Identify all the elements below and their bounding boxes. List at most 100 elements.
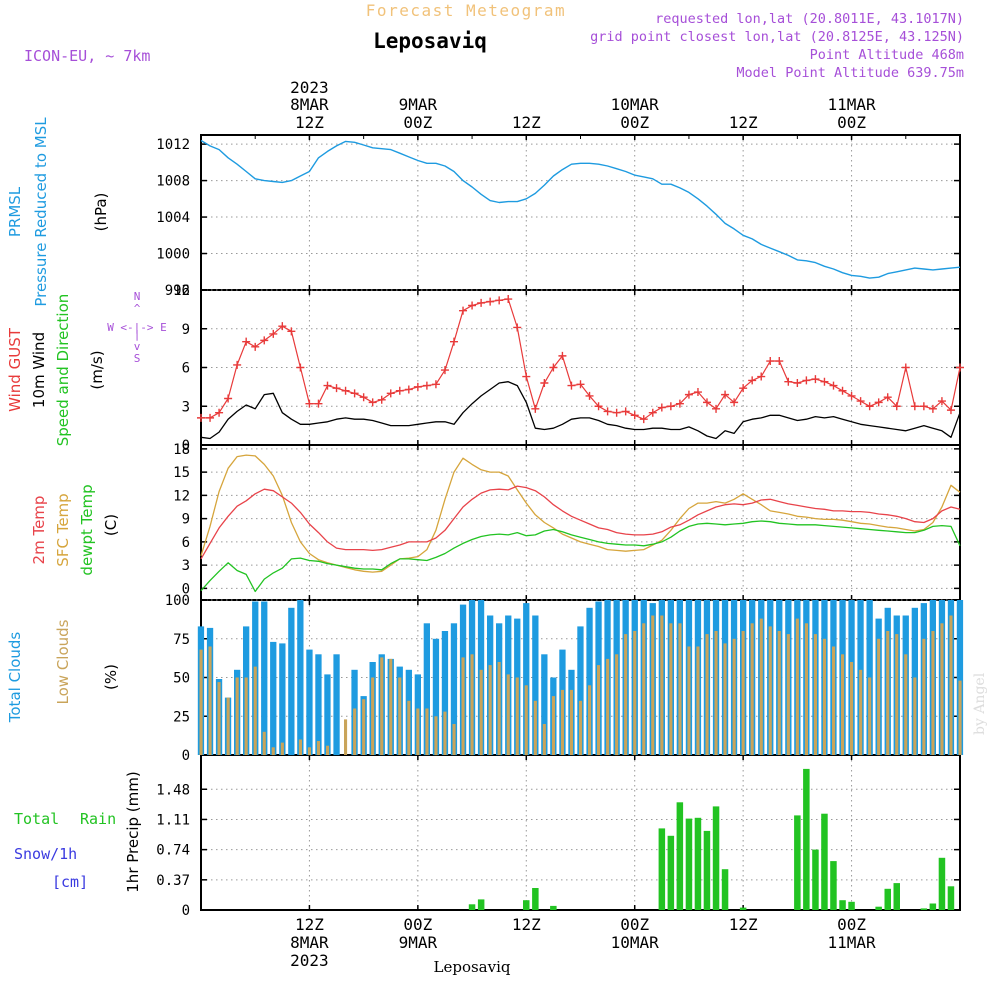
low-cloud-bar — [362, 699, 366, 755]
rain-bar — [830, 861, 837, 910]
y-tick-label: 6 — [182, 535, 190, 551]
y-tick-label: 1.11 — [156, 812, 190, 828]
low-cloud-bar — [651, 615, 655, 755]
low-cloud-bar — [958, 680, 962, 755]
bottom-axis-label: 00Z — [620, 915, 649, 934]
y-tick-label: 6 — [182, 361, 190, 377]
y-tick-label: 18 — [173, 442, 190, 458]
gust-marker — [404, 385, 413, 394]
dewpt-label: dewpt Temp — [78, 484, 96, 575]
top-axis-label: 10MAR — [611, 95, 660, 114]
gust-marker — [820, 377, 829, 386]
gust-marker — [350, 389, 359, 398]
rain-bar — [848, 901, 855, 910]
panel-frame-temperature — [200, 444, 961, 601]
bottom-axis-label: 11MAR — [827, 933, 876, 952]
low-cloud-bar — [461, 657, 465, 755]
rain-bar — [658, 828, 666, 910]
gust-marker — [431, 380, 440, 389]
gust-marker — [621, 407, 630, 416]
panel-wind: 12 9 6 3 0 — [173, 283, 961, 454]
gust-marker — [522, 372, 531, 381]
gust-marker — [558, 351, 567, 360]
total-cloud-bar — [297, 600, 304, 755]
low-cloud-bar — [316, 741, 320, 755]
top-axis-year: 2023 — [290, 78, 329, 97]
gust-marker — [477, 298, 486, 307]
rain-bar — [938, 857, 946, 910]
low-cloud-bar — [470, 654, 474, 756]
gust-marker — [775, 357, 784, 366]
gust-marker — [567, 381, 576, 390]
gust-marker — [739, 384, 748, 393]
y-tick-label: 100 — [165, 593, 190, 609]
rain-bar — [929, 903, 937, 910]
low-cloud-bar — [298, 739, 302, 755]
top-axis-label: 11MAR — [827, 95, 876, 114]
rain-bar — [721, 869, 729, 910]
y-tick-label: 0.37 — [156, 873, 190, 889]
credit-watermark: by Angel — [972, 672, 988, 735]
gust-marker — [910, 402, 919, 411]
total-cloud-bar — [541, 654, 548, 756]
rain-bar — [676, 802, 684, 910]
gust-marker — [386, 389, 395, 398]
gust-marker — [919, 402, 928, 411]
temp-2m-label: 2m Temp — [30, 496, 48, 565]
gust-marker — [693, 388, 702, 397]
compass-ns: | — [134, 328, 141, 341]
total-cloud-bar — [288, 607, 295, 756]
clouds-unit: (%) — [102, 664, 120, 690]
y-tick-label: 1004 — [156, 210, 190, 226]
y-tick-label: 3 — [182, 399, 190, 415]
total-cloud-bar — [324, 674, 331, 755]
gust-marker — [585, 391, 594, 400]
low-cloud-bar — [931, 631, 935, 755]
bottom-axis-label: 12Z — [729, 915, 758, 934]
gust-marker — [703, 398, 711, 407]
product-title: Forecast Meteogram — [366, 1, 566, 20]
y-tick-label: 0 — [182, 903, 190, 919]
temperature-series — [200, 454, 961, 593]
temp-2m-line — [200, 485, 961, 560]
rain-bar — [803, 768, 810, 910]
gust-marker — [829, 381, 838, 390]
gust-marker — [576, 380, 585, 389]
total-cloud-bar — [423, 623, 430, 756]
gust-marker — [395, 386, 404, 395]
low-cloud-bar — [705, 634, 709, 755]
prmsl-label: PRMSL — [6, 186, 24, 237]
precip-unit: 1hr Precip (mm) — [124, 771, 142, 892]
low-cloud-bar — [660, 615, 664, 755]
low-cloud-bar — [786, 634, 790, 755]
gust-marker — [197, 413, 205, 422]
low-cloud-bar — [850, 662, 854, 755]
cloud-bars — [197, 600, 964, 756]
low-cloud-bar — [615, 654, 619, 756]
total-cloud-bar — [956, 600, 964, 755]
low-cloud-bar — [262, 731, 266, 756]
bottom-axis-label: 00Z — [837, 915, 866, 934]
grid-point-coords: grid point closest lon,lat (20.8125E, 43… — [590, 29, 964, 45]
low-cloud-bar — [380, 657, 384, 755]
low-cloud-bar — [199, 649, 203, 755]
total-cloud-bar — [261, 601, 268, 755]
gust-marker — [422, 381, 431, 390]
rain-bar — [532, 888, 539, 910]
total-cloud-bar — [333, 654, 340, 756]
bottom-axis-label: 9MAR — [399, 933, 438, 952]
top-axis-label: 9MAR — [399, 95, 438, 114]
y-tick-label: 75 — [173, 632, 190, 648]
header: Forecast Meteogram Leposaviq ICON-EU, ~ … — [24, 1, 964, 81]
low-cloud-bar — [497, 662, 501, 755]
gust-marker — [486, 297, 495, 306]
top-axis-label: 00Z — [403, 113, 432, 132]
gust-marker — [504, 295, 513, 304]
gust-marker — [224, 394, 233, 403]
gust-marker — [513, 323, 522, 332]
low-cloud-bar — [434, 716, 438, 756]
gust-marker — [657, 403, 666, 412]
gust-marker — [956, 363, 964, 372]
gust-line — [201, 298, 961, 420]
